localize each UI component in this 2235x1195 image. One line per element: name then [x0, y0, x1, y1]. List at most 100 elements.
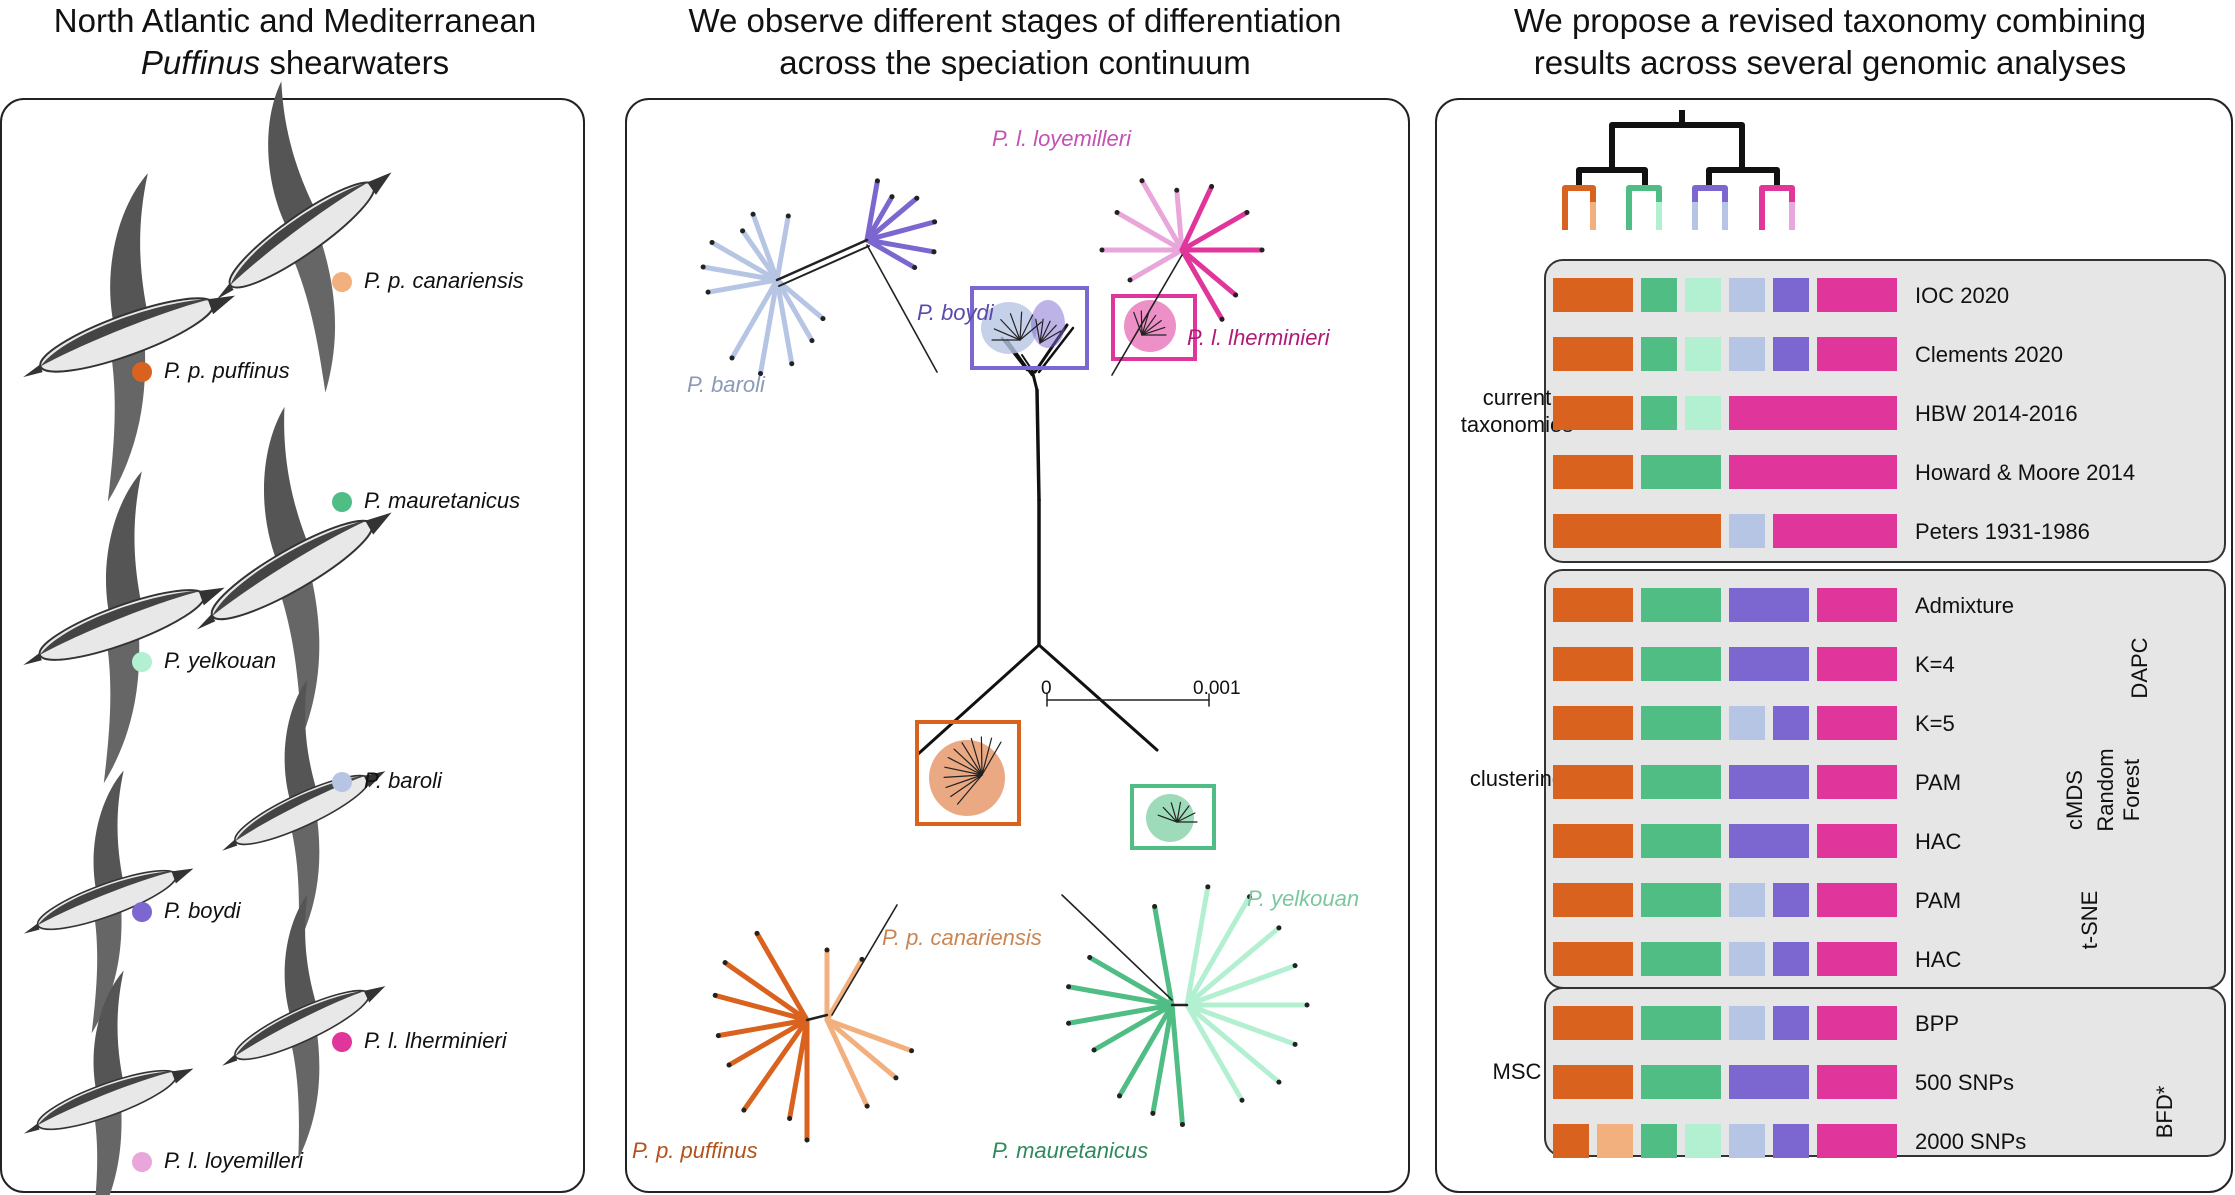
tree-branch	[1061, 894, 1173, 1001]
tip-boydi	[1039, 324, 1057, 344]
tip-boydi	[1035, 318, 1041, 344]
taxon-block	[1641, 588, 1721, 622]
boydi-branch-tip	[912, 265, 918, 270]
taxon-block	[1553, 942, 1633, 976]
tip-baroli	[1019, 314, 1034, 341]
row-name: Howard & Moore 2014	[1915, 460, 2135, 485]
side-label-random-forest: Forest	[2119, 759, 2144, 821]
baroli-branch-tip	[809, 338, 815, 344]
boydi-branch-tip	[874, 178, 880, 184]
yelkouan-branch	[1184, 1002, 1298, 1047]
taxon-block	[1641, 765, 1721, 799]
bird-illustration	[197, 406, 392, 738]
mauretanicus-branch	[1150, 1002, 1175, 1116]
yelkouan-branch-tip	[1205, 884, 1211, 890]
yelkouan-branch	[1184, 1002, 1282, 1085]
yelkouan-branch-tip	[1292, 963, 1298, 969]
label-canariensis: P. p. canariensis	[882, 925, 1042, 950]
baroli-branch	[774, 277, 815, 344]
taxon-block	[1729, 1124, 1765, 1158]
label-mauretanicus: P. mauretanicus	[992, 1138, 1149, 1163]
yelkouan-branch-tip	[1276, 1079, 1282, 1085]
tip-puffinus	[944, 766, 983, 776]
taxon-block	[1729, 588, 1809, 622]
baroli-branch-tip	[709, 240, 715, 245]
taxon-block	[1685, 337, 1721, 371]
taxon-block	[1553, 824, 1633, 858]
puffinus-branch	[787, 1017, 810, 1121]
taxon-block	[1817, 647, 1897, 681]
tree-branch	[778, 245, 870, 287]
left-header-line2-rest: shearwaters	[260, 44, 450, 81]
puffinus-branch-tip	[804, 1137, 810, 1143]
taxon-block	[1553, 1065, 1633, 1099]
row-name: HAC	[1915, 829, 1962, 854]
species-color-dot	[332, 272, 352, 292]
lherminieri-branch-tip	[1259, 247, 1265, 253]
taxon-block	[1773, 942, 1809, 976]
box-lherminieri	[1111, 294, 1197, 361]
lherminieri-branch-tip	[1233, 292, 1239, 298]
baroli-branch-tip	[750, 211, 756, 217]
taxon-block	[1817, 824, 1897, 858]
taxon-block	[1817, 942, 1897, 976]
lherminieri-branch	[1179, 247, 1225, 322]
canariensis-branch	[824, 1017, 915, 1054]
species-label: P. p. puffinus	[164, 358, 290, 383]
puffinus-branch-tip	[726, 1062, 732, 1068]
tip-boydi	[1039, 330, 1062, 344]
taxon-block	[1553, 396, 1633, 430]
row-name: 2000 SNPs	[1915, 1129, 2026, 1154]
taxon-block	[1729, 396, 1897, 430]
taxon-block	[1729, 1006, 1765, 1040]
tip-mauretanicus	[1162, 806, 1178, 823]
puffinus-branch-tip	[722, 960, 728, 966]
tip-puffinus	[981, 741, 1002, 776]
mauretanicus-branch	[1152, 904, 1175, 1008]
row-name: K=5	[1915, 711, 1955, 736]
canariensis-branch-tip	[909, 1048, 915, 1054]
puffinus-branch-tip	[741, 1107, 747, 1113]
taxon-block	[1729, 514, 1765, 548]
loyemilleri-branch	[1127, 247, 1185, 283]
genus-name: Puffinus	[140, 44, 261, 81]
baroli-branch-tip	[820, 316, 826, 322]
mauretanicus-branch	[1066, 1002, 1175, 1026]
puffinus-branch	[712, 992, 810, 1023]
taxon-block	[1685, 1124, 1721, 1158]
side-label-cmds: cMDS	[2062, 770, 2087, 830]
group-label: clustering	[1470, 766, 1564, 791]
tip-mauretanicus	[1170, 802, 1178, 823]
taxon-block	[1729, 1065, 1809, 1099]
taxon-block	[1553, 337, 1633, 371]
tip-lherminieri	[1141, 320, 1162, 336]
tip-mauretanicus	[1176, 805, 1190, 823]
canariensis-branch-tip	[824, 947, 830, 953]
taxon-block	[1817, 278, 1897, 312]
taxon-block	[1685, 396, 1721, 430]
baroli-branch	[774, 213, 791, 283]
label-loyemilleri: P. l. loyemilleri	[992, 126, 1131, 151]
species-color-dot	[132, 1152, 152, 1172]
loyemilleri-branch	[1174, 187, 1185, 253]
boydi-branch-tip	[931, 249, 937, 255]
tip-puffinus	[945, 774, 983, 789]
tip-puffinus	[953, 748, 983, 776]
baroli-branch-tip	[740, 228, 746, 234]
canariensis-branch-tip	[864, 1103, 870, 1109]
taxon-block	[1641, 337, 1677, 371]
tip-lherminieri	[1141, 314, 1157, 336]
mauretanicus-branch-tip	[1087, 955, 1093, 960]
cladogram-branch	[1576, 152, 1648, 185]
row-name: PAM	[1915, 888, 1961, 913]
cladogram-branch	[1609, 110, 1745, 152]
species-color-dot	[132, 362, 152, 382]
taxon-block	[1817, 588, 1897, 622]
tree-panel: P. l. loyemilleri P. boydi P. l. lhermin…	[625, 98, 1410, 1193]
taxon-block	[1641, 942, 1721, 976]
side-label-dapc: DAPC	[2127, 637, 2152, 698]
cladogram-branch	[1626, 185, 1662, 202]
species-color-dot	[332, 772, 352, 792]
loyemilleri-branch-tip	[1114, 210, 1120, 215]
